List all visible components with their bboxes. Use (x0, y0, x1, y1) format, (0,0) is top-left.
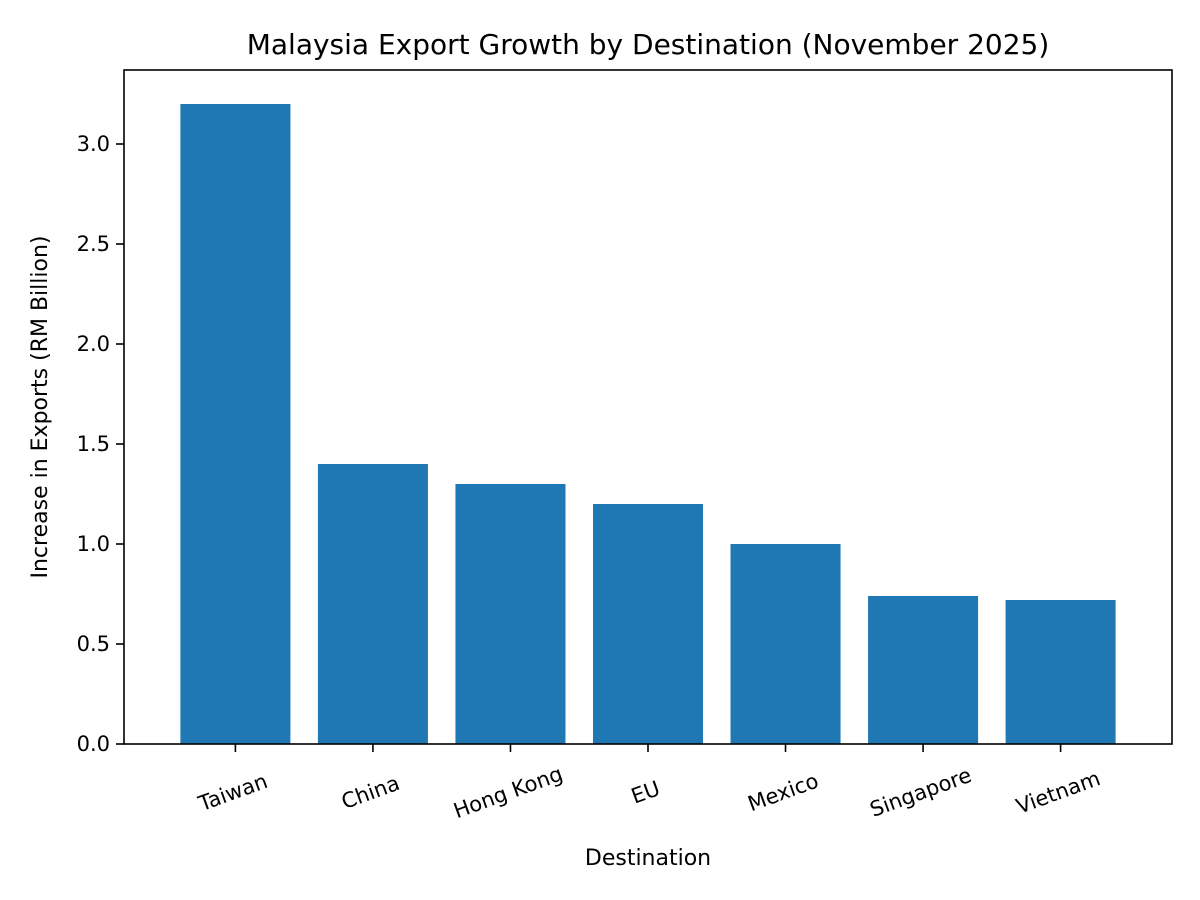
chart-title: Malaysia Export Growth by Destination (N… (247, 28, 1050, 61)
y-tick-label: 1.0 (77, 532, 110, 556)
bar-eu (592, 504, 704, 744)
x-axis-label: Destination (585, 846, 711, 871)
bar-singapore (868, 596, 979, 744)
bars-group (180, 104, 1116, 744)
y-tick-label: 1.5 (77, 432, 110, 456)
bar-hong-kong (455, 484, 566, 744)
y-axis: 0.0 0.5 1.0 1.5 2.0 2.5 3.0 (77, 132, 124, 756)
bar-mexico (730, 544, 841, 744)
y-tick-label: 3.0 (77, 132, 110, 156)
y-tick-label: 2.5 (77, 232, 110, 256)
y-axis-label: Increase in Exports (RM Billion) (28, 236, 53, 579)
y-tick-label: 0.5 (77, 632, 110, 656)
bar-vietnam (1005, 600, 1116, 744)
y-tick-label: 0.0 (77, 732, 110, 756)
y-tick-label: 2.0 (77, 332, 110, 356)
plot-frame (123, 69, 1173, 745)
bar-taiwan (180, 104, 291, 744)
bar-china (317, 464, 428, 744)
